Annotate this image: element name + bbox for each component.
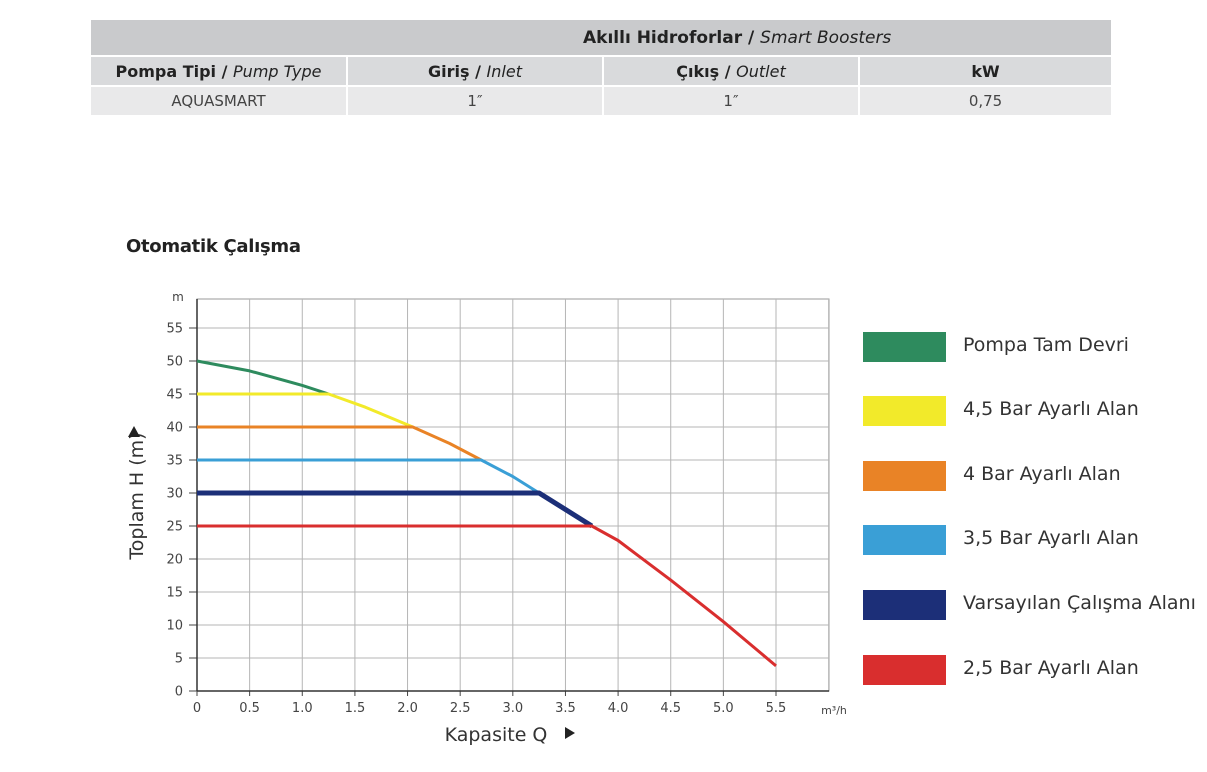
y-tick-label: 35 (166, 454, 183, 469)
legend-label: 4,5 Bar Ayarlı Alan (963, 398, 1139, 420)
series-line (197, 458, 540, 495)
chart-title: Otomatik Çalışma (126, 236, 301, 257)
legend-label: 3,5 Bar Ayarlı Alan (963, 527, 1139, 549)
y-tick-label: 45 (166, 388, 183, 403)
legend-label: 2,5 Bar Ayarlı Alan (963, 657, 1139, 679)
header-outlet: Çıkış / Outlet (602, 55, 859, 86)
legend-swatch (863, 396, 946, 426)
header-inlet-en: Inlet (486, 61, 522, 81)
table-row: AQUASMART 1″ 1″ 0,75 (91, 85, 1112, 115)
x-tick-label: 2.0 (397, 701, 418, 716)
x-tick-label: 2.5 (450, 701, 471, 716)
legend-swatch (863, 590, 946, 620)
header-outlet-tr: Çıkış / (676, 61, 731, 81)
series-line (197, 490, 594, 529)
y-axis-arrow-icon (128, 426, 140, 437)
legend-swatch (863, 461, 946, 491)
y-tick-label: 15 (166, 586, 183, 601)
y-tick-label: 55 (166, 322, 183, 337)
header-pump-type: Pompa Tipi / Pump Type (91, 55, 347, 86)
header-kw-label: kW (971, 61, 1000, 81)
table-header-row: Pompa Tipi / Pump Type Giriş / Inlet Çık… (91, 55, 1112, 86)
x-tick-label: 0.5 (239, 701, 260, 716)
legend-swatch (863, 525, 946, 555)
cell-kw: 0,75 (857, 85, 1112, 115)
header-pump-type-tr: Pompa Tipi / (115, 61, 228, 81)
x-tick-label: 3.5 (555, 701, 576, 716)
series-line (197, 392, 414, 429)
legend-swatch (863, 655, 946, 685)
header-inlet: Giriş / Inlet (346, 55, 603, 86)
x-tick-label: 5.0 (713, 701, 734, 716)
y-tick-label: 25 (166, 520, 183, 535)
legend-label: Pompa Tam Devri (963, 334, 1129, 356)
series-line (196, 359, 330, 396)
y-tick-label: 50 (166, 355, 183, 370)
y-tick-label: 30 (166, 487, 183, 502)
y-tick-label: 5 (175, 652, 183, 667)
x-tick-label: 1.5 (345, 701, 366, 716)
y-tick-label: 20 (166, 553, 183, 568)
header-pump-type-en: Pump Type (233, 61, 322, 81)
table-title: Akıllı Hidroforlar / Smart Boosters (347, 20, 1112, 56)
x-tick-label: 1.0 (292, 701, 313, 716)
cell-outlet: 1″ (602, 85, 859, 115)
series-line (197, 425, 482, 462)
table-title-tr: Akıllı Hidroforlar / (583, 27, 755, 48)
legend-swatch (863, 332, 946, 362)
x-tick-label: 4.0 (608, 701, 629, 716)
y-axis-title: Toplam H (m) (126, 432, 148, 560)
x-axis-title: Kapasite Q (445, 724, 548, 746)
cell-pump-type: AQUASMART (91, 85, 347, 115)
spec-table: Akıllı Hidroforlar / Smart Boosters Pomp… (91, 20, 1112, 115)
table-spacer (91, 20, 347, 56)
header-outlet-en: Outlet (736, 61, 786, 81)
series-line (197, 524, 777, 668)
header-kw: kW (857, 55, 1112, 86)
table-title-row: Akıllı Hidroforlar / Smart Boosters (91, 20, 1112, 56)
x-tick-label: 5.5 (766, 701, 787, 716)
x-unit-label: m³/h (821, 704, 847, 717)
x-tick-label: 0 (193, 701, 201, 716)
y-tick-label: 40 (166, 421, 183, 436)
legend-label: 4 Bar Ayarlı Alan (963, 463, 1121, 485)
cell-inlet: 1″ (346, 85, 603, 115)
y-unit-label: m (172, 290, 184, 304)
y-tick-label: 10 (166, 619, 183, 634)
y-tick-label: 0 (175, 685, 183, 700)
header-inlet-tr: Giriş / (428, 61, 481, 81)
legend-label: Varsayılan Çalışma Alanı (963, 592, 1196, 614)
x-tick-label: 4.5 (660, 701, 681, 716)
x-axis-arrow-icon (565, 727, 575, 739)
x-tick-label: 3.0 (502, 701, 523, 716)
table-title-en: Smart Boosters (760, 27, 892, 48)
